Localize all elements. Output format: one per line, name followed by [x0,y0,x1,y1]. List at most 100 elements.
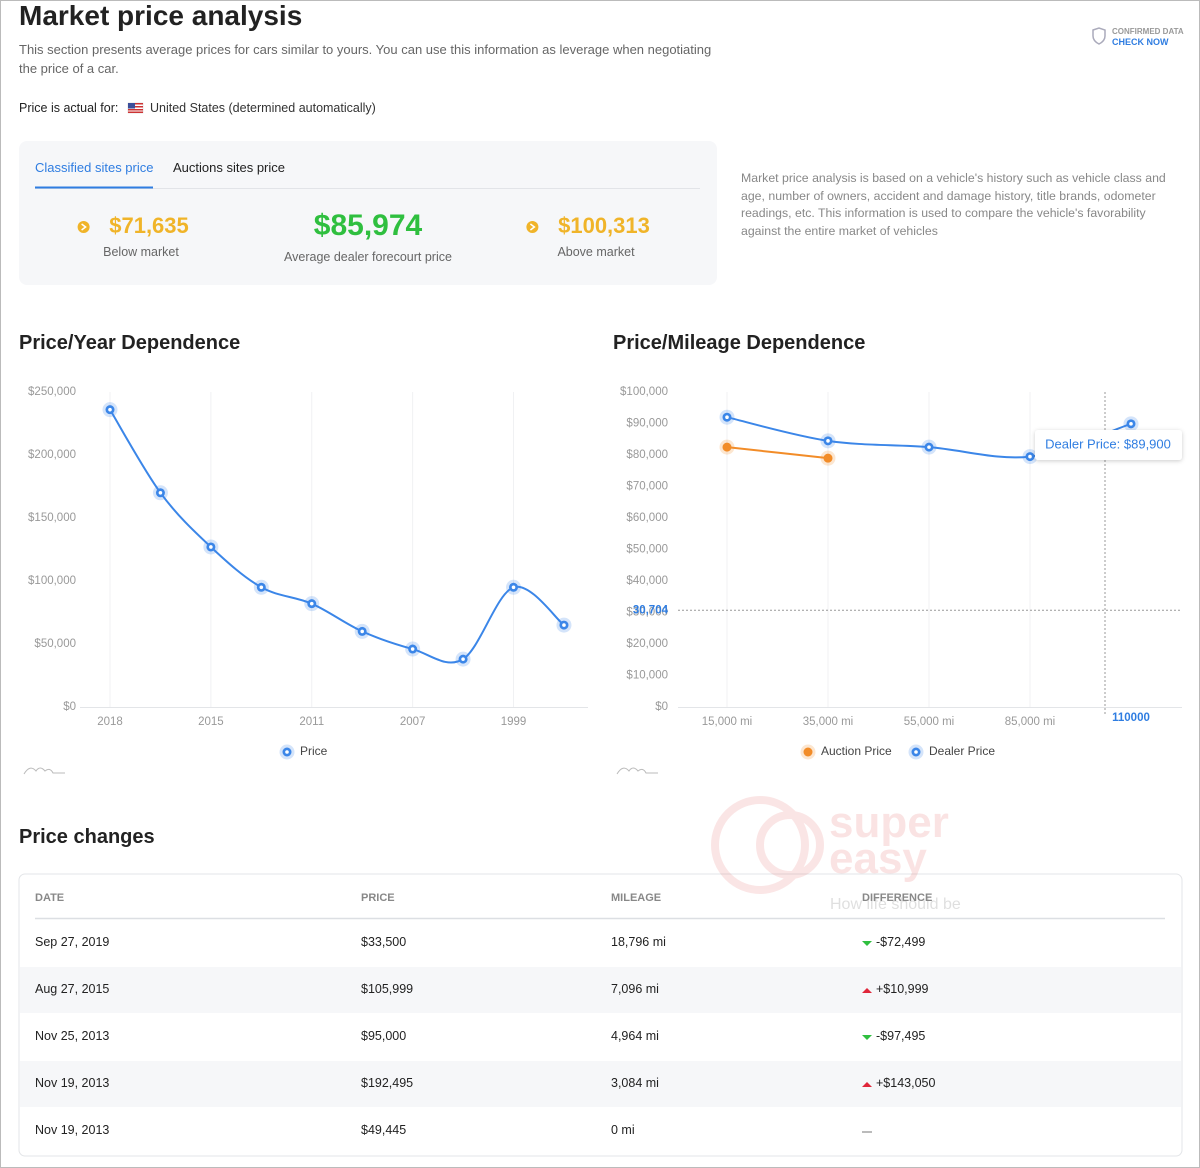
point [823,453,833,463]
location-label: Price is actual for: [19,101,119,115]
badge-top: CONFIRMED DATA [1112,27,1184,36]
price-value: $71,635 [109,213,189,238]
trend-up [862,988,872,993]
point-center [927,445,931,449]
table-cell: Nov 25, 2013 [35,1029,110,1043]
price-value: $100,313 [558,213,650,238]
table-cell: $95,000 [361,1029,407,1043]
watermark-word: easy [829,834,927,883]
column-header: MILEAGE [611,892,662,904]
column-header: PRICE [361,892,395,904]
chart-title: Price/Year Dependence [19,332,241,354]
x-tick-label: 2007 [400,716,426,728]
price-dot [77,221,90,233]
badge-link[interactable]: CHECK NOW [1112,37,1169,47]
point-center [562,623,566,627]
x-tick-label: 2015 [198,716,224,728]
series-line [726,446,829,460]
y-tick-label: $0 [655,701,668,713]
y-tick-label: $10,000 [626,670,668,682]
price-dot-arrow [529,223,536,231]
legend-marker [803,747,813,757]
table-cell: Nov 19, 2013 [35,1123,110,1137]
table-cell: Aug 27, 2015 [35,982,110,996]
y-tick-label: $80,000 [626,449,668,461]
chart-title: Price/Mileage Dependence [613,332,866,354]
point-center [410,647,415,651]
price-card [19,141,717,285]
table-cell: Nov 19, 2013 [35,1076,110,1090]
legend-label: Dealer Price [929,744,995,758]
y-tick-label: $90,000 [626,418,668,430]
watermark-logo [711,796,824,894]
point [722,442,732,452]
watermark-brand: super easy [714,798,949,883]
column-header: DATE [35,892,65,904]
table-cell: -$72,499 [876,935,926,949]
y-tick-label: $100,000 [620,386,668,398]
description: This section presents average prices for… [19,42,712,76]
price-label: Below market [103,245,179,259]
y-tick-label: $50,000 [626,544,668,556]
table-title: Price changes [19,826,155,848]
y-tick-label: $40,000 [626,575,668,587]
table-cell: $49,445 [361,1123,407,1137]
row-bg [20,967,1181,1013]
tab[interactable]: Auctions sites price [173,160,285,175]
location: United States (determined automatically) [150,101,376,115]
tooltip-text: Dealer Price: $89,900 [1045,436,1171,451]
legend-label: Price [300,744,328,758]
watermark-word: super [829,798,949,847]
price-dot [526,221,539,233]
point-center [209,545,213,549]
y-tick-label: $0 [63,701,76,713]
point-center [1028,454,1032,459]
legend-label: Auction Price [821,744,892,758]
point-center [1129,422,1133,426]
point-center [511,585,516,590]
point-center [108,407,112,412]
x-tick-label: 15,000 mi [702,716,753,728]
y-tick-label: $30,000 [626,607,668,619]
flag [127,102,144,114]
table-cell: 4,964 mi [611,1029,659,1043]
table-cell: +$10,999 [876,982,929,996]
page-title: Market price analysis [19,0,303,31]
tab[interactable]: Classified sites price [35,160,154,175]
row-bg [20,1061,1181,1107]
point-center [725,415,729,420]
watermark-tagline: How life should be [830,896,961,913]
y-tick-label: $60,000 [626,512,668,524]
table-cell: $33,500 [361,935,407,949]
table-cell: $105,999 [361,982,414,996]
price-dot-arrow [81,223,87,231]
trend-down [862,1035,872,1040]
point-center [259,585,264,590]
x-tick-label: 55,000 mi [904,716,955,728]
y-tick-label: $100,000 [28,575,76,587]
y-tick-label: $70,000 [626,481,668,493]
badge-icon [1092,27,1106,45]
y-tick-label: $200,000 [28,449,76,461]
x-tick-label: 2018 [97,716,123,728]
mini-icon [616,767,658,775]
table-cell: $192,495 [361,1076,414,1090]
tooltip-box [1035,430,1182,460]
x-tick-label: 1999 [501,716,527,728]
tab-underline [35,186,153,189]
table-cell: Sep 27, 2019 [35,935,110,949]
trend-up [862,1082,872,1087]
point-center [461,657,465,661]
trend-none [862,1131,872,1133]
column-header: DIFFERENCE [862,892,933,904]
y-tick-label: $50,000 [34,638,76,650]
y-tick-label: $150,000 [28,512,76,524]
point-center [826,439,830,443]
legend-center [285,750,289,754]
crosshair-label: 30,704 [633,604,669,616]
point-center [158,491,163,495]
x-tick-label: 110000 [1112,712,1150,724]
note: Market price analysis is based on a vehi… [741,171,1166,238]
